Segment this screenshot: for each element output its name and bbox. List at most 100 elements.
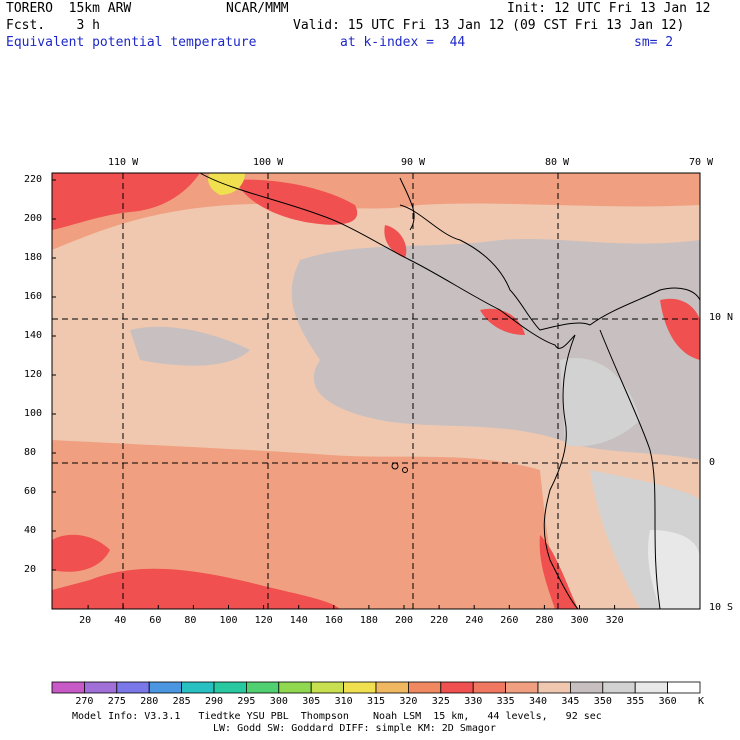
colorbar-swatch (570, 681, 604, 694)
y-tick-label: 40 (24, 525, 37, 536)
colorbar-swatch (537, 681, 571, 694)
center-label: NCAR/MMM (226, 1, 289, 16)
x-tick-label: 280 (535, 615, 554, 626)
colorbar-swatch (472, 681, 507, 694)
colorbar-swatch (407, 681, 442, 694)
colorbar-level-label: 320 (399, 696, 418, 707)
colorbar-level-label: 350 (593, 696, 612, 707)
model-title: TORERO 15km ARW (6, 1, 132, 16)
colorbar-swatch (213, 681, 247, 694)
field-name: Equivalent potential temperature (6, 35, 257, 50)
colorbar-swatch (181, 681, 215, 694)
fill-330-335-sw (52, 534, 110, 572)
fill-345-350-west (130, 326, 250, 366)
plot-frame (51, 172, 701, 610)
lon-label-80w: 80 W (545, 157, 570, 168)
colorbar-level-label: 345 (561, 696, 580, 707)
x-tick-label: 300 (570, 615, 589, 626)
colorbar-swatch (310, 681, 345, 694)
y-tick-label: 180 (24, 252, 43, 263)
colorbar-swatch (634, 681, 669, 694)
x-tick-label: 80 (184, 615, 197, 626)
fill-330-335-nw (52, 173, 200, 230)
coastline-pacific-central-america (199, 172, 576, 349)
colorbar-swatch (440, 681, 474, 694)
y-tick-label: 120 (24, 369, 43, 380)
y-tick-label: 100 (24, 408, 43, 419)
colorbar-level-label: 310 (334, 696, 353, 707)
x-tick-label: 40 (114, 615, 127, 626)
valid-time: Valid: 15 UTC Fri 13 Jan 12 (09 CST Fri … (293, 18, 685, 33)
lon-label-90w: 90 W (401, 157, 426, 168)
x-tick-label: 240 (465, 615, 484, 626)
colorbar-level-label: 290 (205, 696, 224, 707)
fill-330-335-venezuela (660, 298, 700, 360)
colorbar-swatch (148, 681, 182, 694)
colorbar-swatch (602, 681, 636, 694)
colorbar-swatch (343, 681, 377, 694)
colorbar-level-label: 300 (269, 696, 288, 707)
fill-355-360-andes (648, 530, 700, 609)
fill-330-335-guatemala (384, 225, 407, 258)
model-info-line2: LW: Godd SW: Goddard DIFF: simple KM: 2D… (213, 723, 496, 734)
x-tick-label: 160 (324, 615, 343, 626)
fill-335-340-south (52, 440, 560, 609)
lon-label-70w: 70 W (689, 157, 714, 168)
x-tick-label: 200 (395, 615, 414, 626)
colorbar-level-label: 340 (529, 696, 548, 707)
galapagos-island (402, 467, 408, 473)
colorbar-swatch (51, 681, 85, 694)
colorbar-swatch (245, 681, 280, 694)
fill-335-340-north (52, 173, 700, 250)
y-tick-label: 220 (24, 174, 43, 185)
x-tick-label: 140 (289, 615, 308, 626)
x-tick-label: 220 (430, 615, 449, 626)
colorbar-swatch (505, 681, 539, 694)
lat-label-10s: 10 S (709, 602, 734, 613)
y-tick-label: 140 (24, 330, 43, 341)
init-time: Init: 12 UTC Fri 13 Jan 12 (507, 1, 711, 16)
coastline-caribbean-south-america (589, 287, 701, 326)
colorbar-level-label: 360 (658, 696, 677, 707)
colorbar-level-label: 325 (431, 696, 450, 707)
colorbar (51, 681, 701, 694)
lat-label-10n: 10 N (709, 312, 734, 323)
x-tick-label: 20 (79, 615, 92, 626)
colorbar-level-label: 295 (237, 696, 256, 707)
fill-330-335-costarica (480, 308, 525, 335)
graticule (52, 173, 700, 609)
fill-350-355-colombia (560, 358, 640, 447)
colorbar-level-label: 330 (464, 696, 483, 707)
colorbar-level-label: 305 (302, 696, 321, 707)
lon-label-110w: 110 W (108, 157, 139, 168)
smoothing-label: sm= 2 (634, 35, 674, 50)
colorbar-swatch (84, 681, 118, 694)
colorbar-swatch (278, 681, 312, 694)
coastline-pacific-south-america (543, 334, 579, 610)
coastline-caribbean-central-america (399, 204, 591, 331)
coastlines (199, 172, 701, 610)
y-tick-label: 80 (24, 447, 37, 458)
x-tick-label: 60 (149, 615, 162, 626)
lat-label-0: 0 (709, 457, 716, 468)
fill-315-320-mexico (208, 173, 245, 195)
fill-330-335-peru-coast (539, 535, 578, 609)
colorbar-level-label: 355 (626, 696, 645, 707)
y-tick-label: 20 (24, 564, 37, 575)
colorbar-level-label: 315 (367, 696, 386, 707)
colorbar-swatch (667, 681, 701, 694)
colorbar-level-label: 275 (107, 696, 126, 707)
x-tick-label: 180 (359, 615, 378, 626)
border-andes (599, 329, 661, 610)
lon-label-100w: 100 W (253, 157, 284, 168)
colorbar-swatch (116, 681, 150, 694)
theta-e-field (52, 173, 700, 609)
fill-330-335-mexico (235, 179, 358, 225)
model-info-line1: Model Info: V3.3.1 Tiedtke YSU PBL Thomp… (72, 711, 602, 722)
x-tick-label: 100 (219, 615, 238, 626)
x-tick-label: 320 (605, 615, 624, 626)
colorbar-level-label: 285 (172, 696, 191, 707)
y-tick-label: 200 (24, 213, 43, 224)
y-tick-label: 160 (24, 291, 43, 302)
